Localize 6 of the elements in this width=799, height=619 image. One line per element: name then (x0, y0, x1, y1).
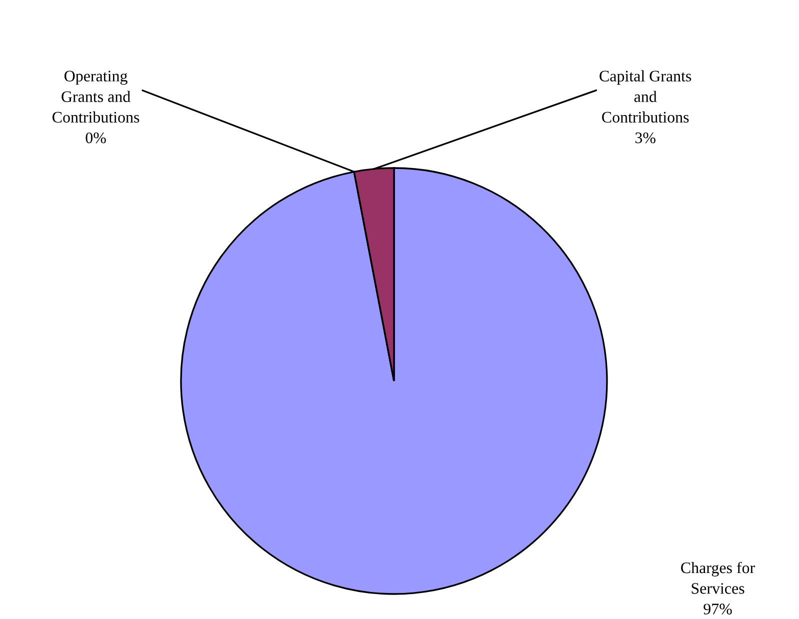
text: 0% (86, 132, 106, 144)
category-label: Operating Grants and Contributions (52, 70, 140, 123)
data-label: 97% (704, 604, 732, 614)
data-label: 3% (635, 132, 656, 144)
slice-label: Charges for Services (681, 562, 755, 594)
slice-label: Capital Grants and Contributions (600, 70, 692, 123)
